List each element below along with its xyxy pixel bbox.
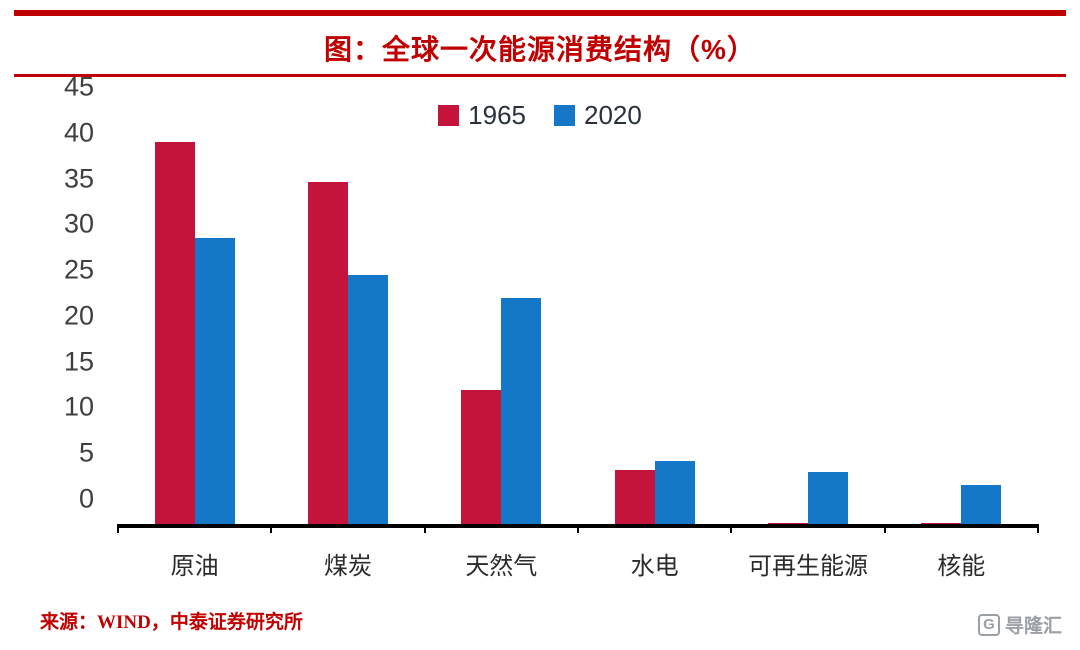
x-tick-mark (117, 524, 119, 533)
bar-2020 (501, 297, 542, 524)
x-tick-mark (730, 524, 733, 533)
watermark-logo-icon: G (977, 613, 1000, 636)
x-category-label: 天然气 (465, 553, 538, 580)
y-tick-label: 40 (63, 117, 94, 148)
bar-2020 (194, 238, 235, 524)
y-tick-label: 20 (63, 300, 94, 331)
bar-group (425, 112, 578, 524)
x-tick-mark (577, 524, 579, 533)
bar-group (578, 112, 731, 524)
x-category-label: 可再生能源 (747, 553, 868, 580)
y-tick-label: 15 (63, 346, 94, 377)
bar-1965 (921, 523, 962, 524)
bar-1965 (614, 469, 655, 524)
bar-group (271, 112, 424, 524)
y-axis: 0 5 10 15 20 25 30 35 40 45 (0, 72, 108, 528)
x-tick-mark (423, 524, 426, 533)
y-tick-label: 45 (63, 71, 94, 102)
bar-2020 (347, 274, 388, 524)
x-axis-ticks (117, 524, 1039, 534)
x-category-label: 煤炭 (323, 553, 372, 580)
y-tick-label: 5 (78, 437, 94, 468)
x-category-label: 原油 (170, 553, 219, 580)
x-category-label: 水电 (630, 553, 679, 580)
x-axis-labels: 原油 煤炭 天然气 水电 可再生能源 核能 (118, 546, 1038, 581)
x-tick-mark (1037, 524, 1039, 533)
bar-groups (118, 112, 1038, 524)
x-tick-mark (883, 524, 886, 533)
bar-group (885, 112, 1038, 524)
source-note: 来源：WIND，中泰证券研究所 (40, 612, 303, 633)
y-tick-label: 0 (78, 483, 94, 514)
bar-1965 (767, 523, 808, 524)
y-tick-label: 35 (63, 163, 94, 194)
bar-group (118, 112, 271, 524)
top-red-rule (14, 10, 1066, 16)
y-tick-label: 25 (63, 254, 94, 285)
bar-2020 (654, 460, 695, 524)
y-tick-label: 30 (63, 208, 94, 239)
x-tick-mark (270, 524, 273, 533)
y-tick-label: 10 (63, 391, 94, 422)
plot-area (117, 112, 1039, 533)
watermark: G 㝵隆汇 (977, 611, 1062, 638)
chart-title: 图：全球一次能源消费结构（%） (324, 34, 756, 65)
bar-1965 (461, 390, 502, 524)
bar-1965 (307, 181, 348, 524)
watermark-text: 㝵隆汇 (1004, 616, 1062, 637)
bar-1965 (154, 142, 195, 524)
bar-group (731, 112, 884, 524)
bar-2020 (807, 471, 848, 524)
title-underline-rule (14, 74, 1066, 77)
x-category-label: 核能 (937, 553, 986, 580)
bar-2020 (961, 484, 1002, 524)
